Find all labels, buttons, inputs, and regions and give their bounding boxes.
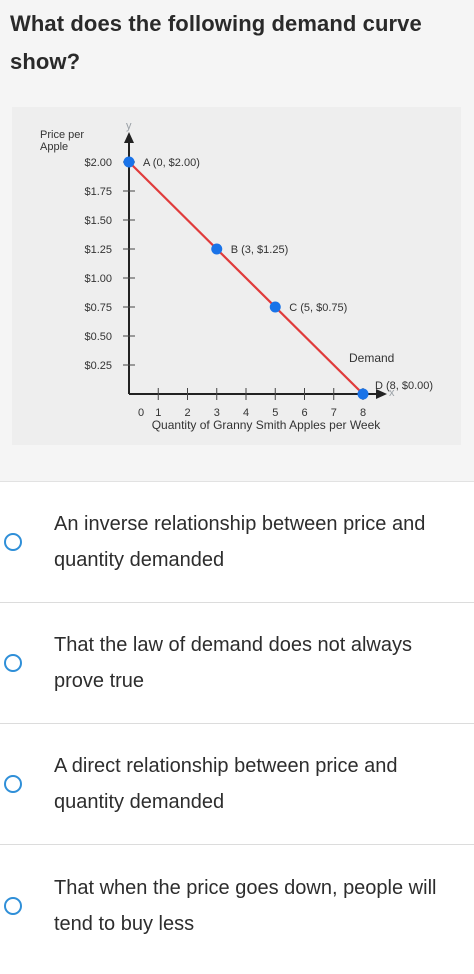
radio-button-icon[interactable]	[4, 654, 22, 672]
x-tick-label: 4	[243, 407, 249, 419]
y-tick-label: $0.50	[84, 331, 112, 343]
demand-curve-chart: Price per Apple y x $0.25 $0.50 $0.75 $1.00…	[12, 107, 461, 445]
data-point	[211, 243, 223, 255]
demand-line	[128, 161, 364, 395]
answer-option-text: That the law of demand does not always p…	[54, 634, 412, 692]
answer-option-3[interactable]: A direct relationship between price and …	[0, 724, 474, 845]
x-tick-label: 0	[138, 407, 144, 419]
radio-button-icon[interactable]	[4, 533, 22, 551]
answer-option-4[interactable]: That when the price goes down, people wi…	[0, 845, 474, 966]
answer-option-1[interactable]: An inverse relationship between price an…	[0, 482, 474, 603]
data-point-label: A (0, $2.00)	[143, 157, 200, 169]
y-axis-title-line2: Apple	[40, 141, 68, 153]
x-tick-label: 6	[301, 407, 307, 419]
x-tick-label: 1	[155, 407, 161, 419]
x-axis-title: Quantity of Granny Smith Apples per Week	[152, 418, 382, 432]
y-axis-arrow	[124, 132, 134, 143]
x-axis-letter: x	[389, 387, 395, 399]
y-tick-label: $1.50	[84, 215, 112, 227]
radio-button-icon[interactable]	[4, 775, 22, 793]
demand-series-label: Demand	[349, 351, 394, 365]
y-tick-label: $2.00	[84, 157, 112, 169]
data-points: A (0, $2.00) B (3, $1.25) C (5, $0.75) D (8…	[123, 156, 433, 400]
answer-option-text: An inverse relationship between price an…	[54, 513, 426, 571]
y-axis-letter: y	[126, 120, 132, 132]
x-tick-label: 8	[360, 407, 366, 419]
data-point	[269, 301, 281, 313]
data-point-label: C (5, $0.75)	[289, 302, 347, 314]
y-ticks: $0.25 $0.50 $0.75 $1.00 $1.25 $1.50 $1.75 $2.00	[84, 157, 135, 372]
answer-option-text: A direct relationship between price and …	[54, 755, 398, 813]
y-tick-label: $1.75	[84, 186, 112, 198]
data-point-label: B (3, $1.25)	[231, 244, 288, 256]
x-tick-label: 7	[331, 407, 337, 419]
y-axis-title-line1: Price per	[40, 129, 84, 141]
y-tick-label: $1.00	[84, 273, 112, 285]
radio-button-icon[interactable]	[4, 896, 22, 915]
question-block: What does the following demand curve sho…	[0, 0, 474, 482]
data-point-label: D (8, $0.00)	[375, 380, 433, 392]
y-tick-label: $0.25	[84, 360, 112, 372]
data-point	[123, 156, 135, 168]
answer-options: An inverse relationship between price an…	[0, 482, 474, 966]
answer-option-text: That when the price goes down, people wi…	[54, 876, 437, 935]
y-tick-label: $1.25	[84, 244, 112, 256]
answer-option-2[interactable]: That the law of demand does not always p…	[0, 603, 474, 724]
x-axis-arrow	[376, 389, 387, 399]
chart-svg: Price per Apple y x $0.25 $0.50 $0.75 $1.00…	[40, 120, 433, 432]
x-tick-label: 5	[272, 407, 278, 419]
question-title: What does the following demand curve sho…	[10, 11, 422, 74]
x-tick-label: 2	[184, 407, 190, 419]
x-tick-label: 3	[214, 407, 220, 419]
y-tick-label: $0.75	[84, 302, 112, 314]
data-point	[357, 388, 369, 400]
